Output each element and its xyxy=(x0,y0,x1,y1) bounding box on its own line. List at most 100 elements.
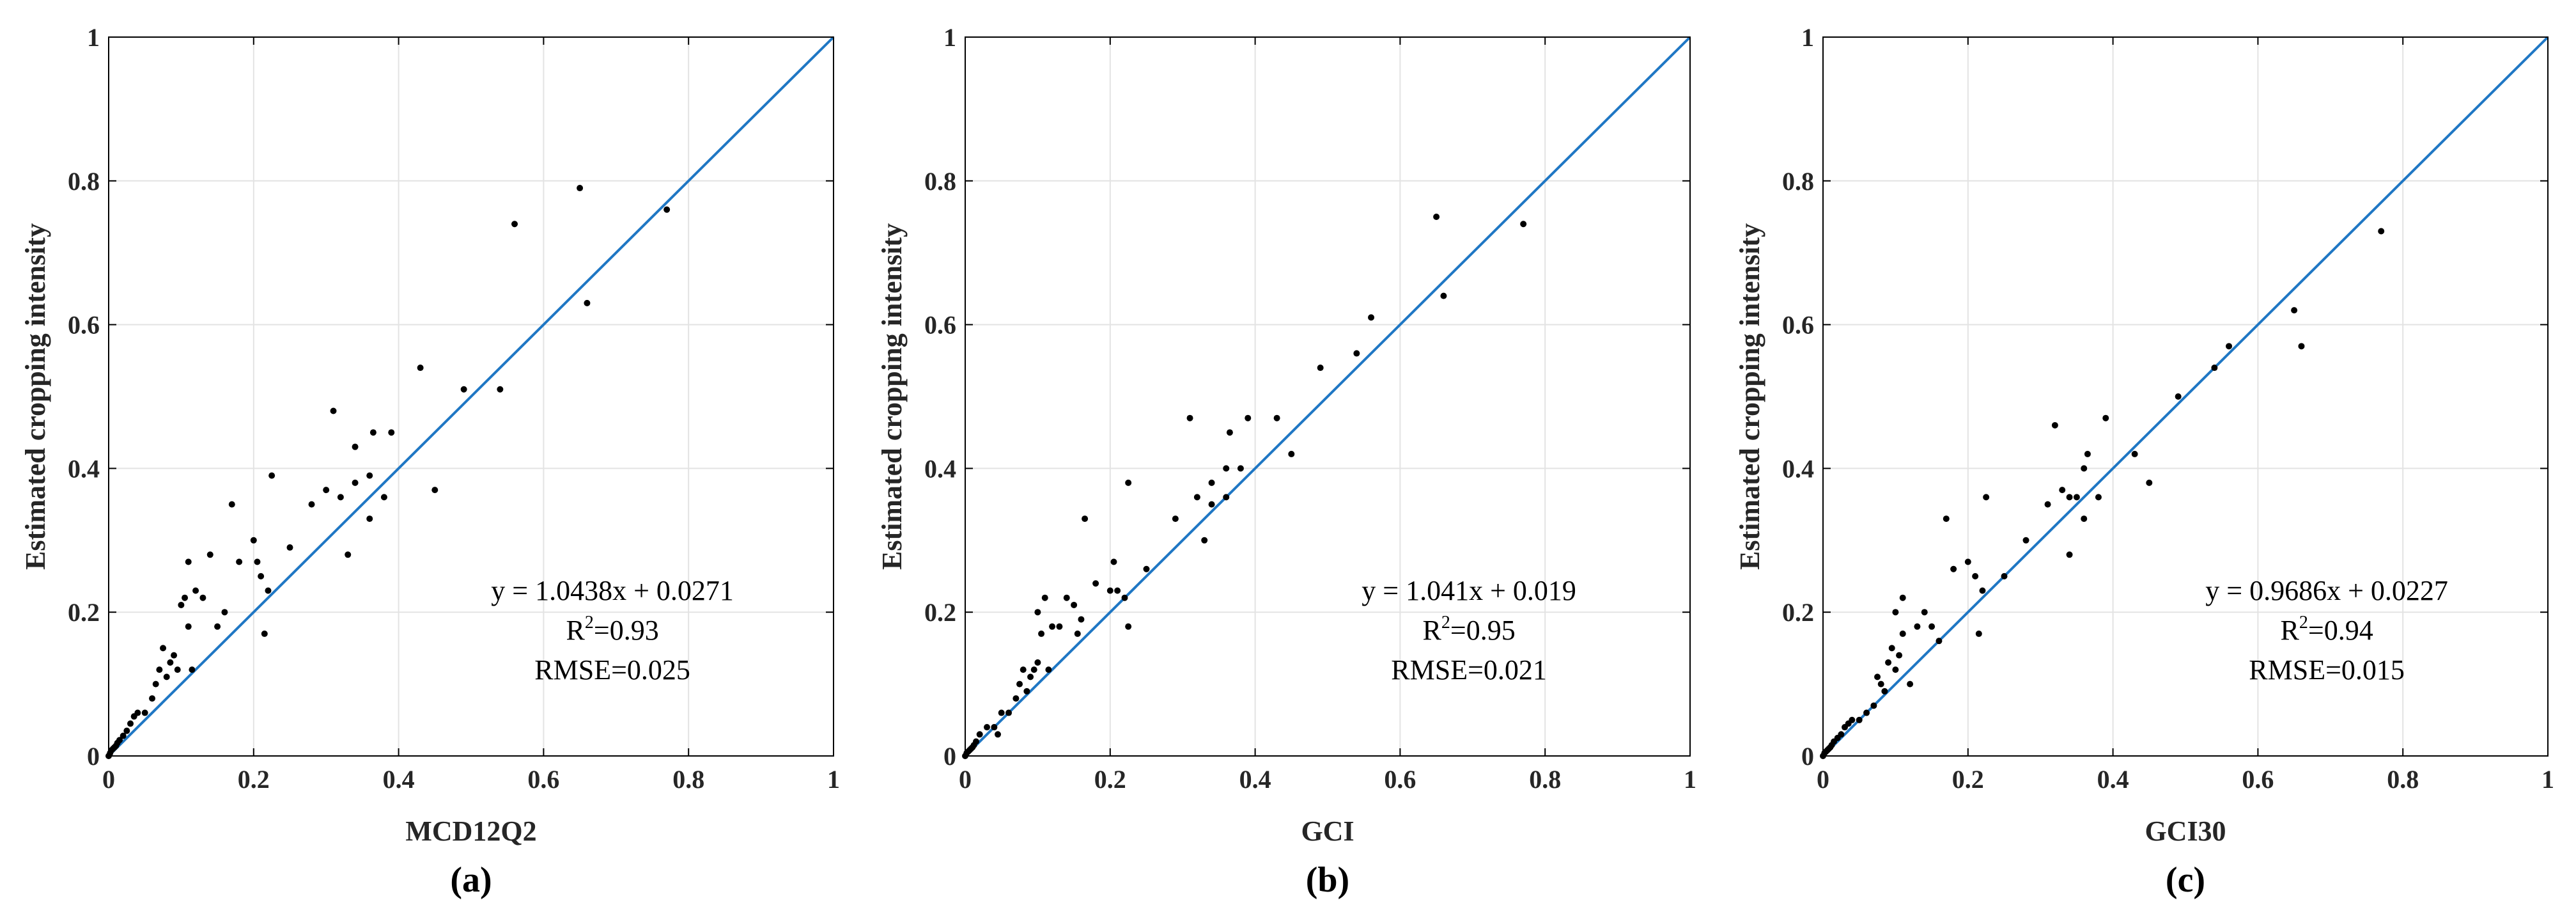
scatter-point xyxy=(1125,623,1132,630)
scatter-point xyxy=(1063,594,1070,601)
scatter-point xyxy=(1223,494,1230,501)
scatter-point xyxy=(2001,573,2008,579)
scatter-point xyxy=(192,587,199,594)
scatter-point xyxy=(1208,501,1215,508)
scatter-point xyxy=(199,594,206,601)
scatter-point xyxy=(2378,228,2385,235)
x-tick-label: 0.6 xyxy=(527,765,559,794)
scatter-point xyxy=(1943,515,1950,523)
scatter-point xyxy=(214,623,221,630)
scatter-point xyxy=(1881,688,1888,695)
scatter-point xyxy=(663,206,671,213)
x-tick-label: 0.4 xyxy=(1239,765,1271,794)
scatter-point xyxy=(511,221,518,228)
scatter-point xyxy=(2044,501,2051,508)
scatter-point xyxy=(352,443,359,450)
x-tick-label: 0.2 xyxy=(1094,765,1126,794)
scatter-point xyxy=(1874,673,1881,680)
scatter-point xyxy=(2022,537,2029,544)
scatter-point xyxy=(1921,609,1928,616)
y-tick-label: 0.8 xyxy=(68,167,100,196)
scatter-point xyxy=(417,365,424,372)
reference-line-1to1 xyxy=(964,36,1691,757)
scatter-point xyxy=(1972,573,1979,579)
y-tick-label: 0.4 xyxy=(924,454,956,483)
scatter-point xyxy=(308,501,315,508)
scatter-point xyxy=(1983,494,1990,501)
scatter-point xyxy=(185,558,192,565)
scatter-point xyxy=(1016,680,1023,688)
regression-equation: y = 0.9686x + 0.0227 xyxy=(2205,575,2448,606)
scatter-point xyxy=(1223,465,1230,472)
regression-equation: y = 1.0438x + 0.0271 xyxy=(491,575,734,606)
reference-line-1to1 xyxy=(107,36,835,757)
scatter-point xyxy=(431,487,438,494)
scatter-point xyxy=(2131,450,2138,457)
rmse: RMSE=0.015 xyxy=(2249,654,2405,686)
scatter-point xyxy=(2291,307,2298,314)
scatter-point xyxy=(380,494,387,501)
scatter-point xyxy=(185,623,192,630)
x-tick-label: 0 xyxy=(1817,765,1829,794)
chart-panel-1: 0 0.2 0.4 0.6 0.8 1 0 0.2 0.4 0.6 0.8 1 MCD12Q2 Estim… xyxy=(20,23,840,900)
scatter-point xyxy=(149,695,156,702)
x-axis-label: GCI30 xyxy=(2145,815,2226,847)
scatter-point xyxy=(1245,414,1252,421)
scatter-point xyxy=(2081,515,2088,523)
scatter-point xyxy=(171,652,178,659)
scatter-point xyxy=(366,472,373,479)
panel-label: (a) xyxy=(450,860,492,900)
x-tick-label: 0.8 xyxy=(1529,765,1561,794)
scatter-point xyxy=(998,709,1005,716)
scatter-point xyxy=(1201,537,1208,544)
x-tick-label: 0.8 xyxy=(672,765,704,794)
scatter-point xyxy=(1928,623,1936,630)
scatter-point xyxy=(2066,494,2073,501)
scatter-point xyxy=(221,609,228,616)
y-tick-label: 0.6 xyxy=(68,311,100,340)
scatter-point xyxy=(116,737,123,744)
scatter-point xyxy=(206,551,213,558)
scatter-point xyxy=(1027,673,1034,680)
scatter-point xyxy=(1056,623,1063,630)
scatter-point xyxy=(1078,616,1085,623)
scatter-point xyxy=(995,731,1002,738)
scatter-point xyxy=(460,386,467,393)
scatter-point xyxy=(178,601,185,608)
scatter-point xyxy=(1368,314,1375,321)
scatter-point xyxy=(1193,494,1200,501)
scatter-point xyxy=(1038,630,1045,637)
scatter-point xyxy=(352,479,359,486)
chart-panel-2: 0 0.2 0.4 0.6 0.8 1 0 0.2 0.4 0.6 0.8 1 GCI Estimated… xyxy=(876,23,1696,900)
scatter-point xyxy=(1950,565,1957,572)
panel-label: (b) xyxy=(1306,860,1349,900)
chart-panel-3: 0 0.2 0.4 0.6 0.8 1 0 0.2 0.4 0.6 0.8 1 GCI30 Estimat… xyxy=(1734,23,2554,900)
y-tick-label: 0.4 xyxy=(68,454,100,483)
scatter-point xyxy=(388,429,395,436)
x-tick-label: 1 xyxy=(827,765,840,794)
x-tick-label: 0.8 xyxy=(2387,765,2419,794)
scatter-point xyxy=(152,680,159,688)
scatter-point xyxy=(268,472,275,479)
x-tick-label: 0 xyxy=(102,765,115,794)
scatter-point xyxy=(369,429,376,436)
scatter-point xyxy=(2084,450,2091,457)
scatter-point xyxy=(2066,551,2073,558)
scatter-point xyxy=(254,558,261,565)
x-axis-label: MCD12Q2 xyxy=(405,815,536,847)
scatter-point xyxy=(1226,429,1233,436)
axes-frame xyxy=(965,36,1691,757)
x-tick-label: 0.2 xyxy=(238,765,270,794)
scatter-point xyxy=(1849,716,1856,723)
y-tick-label: 1 xyxy=(87,23,100,52)
scatter-point xyxy=(1110,558,1117,565)
axes-frame xyxy=(1822,36,2549,757)
scatter-point xyxy=(228,501,235,508)
scatter-point xyxy=(1885,659,1892,666)
scatter-point xyxy=(250,537,257,544)
scatter-point xyxy=(1888,645,1895,652)
scatter-point xyxy=(261,630,268,637)
scatter-point xyxy=(1877,680,1884,688)
y-tick-label: 0.8 xyxy=(1782,167,1814,196)
scatter-point xyxy=(189,666,196,673)
